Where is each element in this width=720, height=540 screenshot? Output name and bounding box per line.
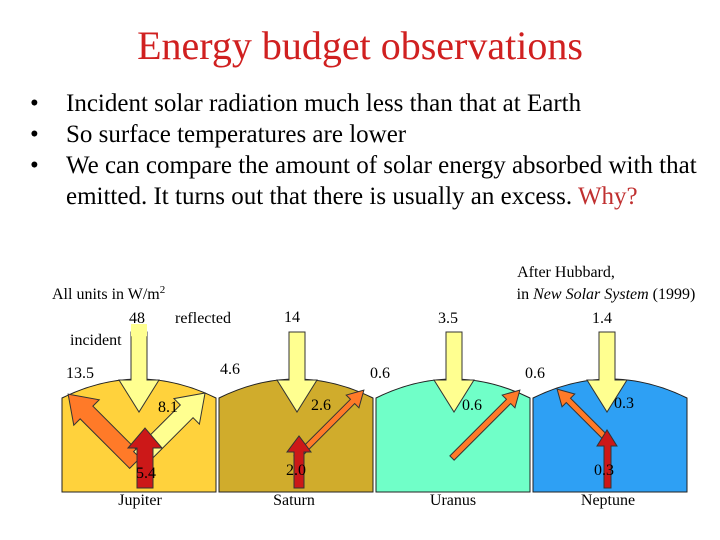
bullet-text: So surface temperatures are lower — [66, 121, 407, 148]
jupiter-incident-value: 48 — [129, 310, 145, 327]
bullet-glyph: • — [30, 121, 39, 148]
slide-title: Energy budget observations — [137, 23, 583, 68]
bullet-text: We can compare the amount of solar energ… — [66, 152, 697, 210]
citation-line2: in New Solar System (1999) — [517, 286, 696, 303]
bullet-item: • So surface temperatures are lower — [26, 119, 706, 150]
saturn-absorbed-value: 2.6 — [311, 397, 331, 414]
incident-legend-label: incident — [70, 332, 122, 349]
neptune-incident-value: 1.4 — [592, 310, 612, 327]
bullet-glyph: • — [30, 152, 39, 179]
uranus-reflected-arrow — [449, 389, 521, 461]
saturn-internal-value: 2.0 — [286, 462, 306, 479]
saturn-internal-arrow — [286, 435, 312, 489]
jupiter-internal-arrow — [126, 427, 164, 489]
uranus-incident-arrow — [433, 331, 475, 413]
bullet-highlight-why: Why? — [577, 183, 638, 210]
neptune-incident-arrow — [586, 331, 628, 413]
saturn-incident-arrow — [276, 331, 318, 413]
jupiter-incident-arrow — [118, 331, 160, 413]
citation-line1: After Hubbard, — [517, 264, 615, 281]
units-note: All units in W/m2 — [52, 284, 165, 303]
bullet-glyph: • — [30, 90, 39, 117]
neptune-reflected-arrow — [556, 388, 611, 443]
uranus-incident-value: 3.5 — [438, 310, 458, 327]
saturn-incident-value: 14 — [284, 309, 300, 326]
jupiter-absorbed-value: 8.1 — [158, 399, 178, 416]
uranus-reflected-value: 0.6 — [525, 365, 545, 382]
uranus-absorbed-value: 0.6 — [462, 397, 482, 414]
bullet-list: • Incident solar radiation much less than… — [26, 88, 706, 212]
neptune-internal-arrow — [596, 429, 618, 489]
incident-legend-arrow — [131, 324, 147, 344]
saturn-name: Saturn — [273, 492, 315, 509]
neptune-absorbed-value: 0.3 — [614, 395, 634, 412]
jupiter-internal-value: 5.4 — [136, 465, 156, 482]
jupiter-reflected-value: 13.5 — [66, 365, 94, 382]
bullet-text: Incident solar radiation much less than … — [66, 90, 582, 117]
neptune-internal-value: 0.3 — [594, 462, 614, 479]
bullet-item: • We can compare the amount of solar ener… — [26, 150, 706, 212]
bullet-item: • Incident solar radiation much less than… — [26, 88, 706, 119]
neptune-name: Neptune — [581, 492, 635, 509]
saturn-reflected-value: 0.6 — [370, 365, 390, 382]
jupiter-atmos-value: 4.6 — [220, 361, 240, 378]
jupiter-name: Jupiter — [118, 492, 162, 509]
uranus-name: Uranus — [430, 492, 476, 509]
reflected-legend-label: reflected — [175, 310, 231, 327]
